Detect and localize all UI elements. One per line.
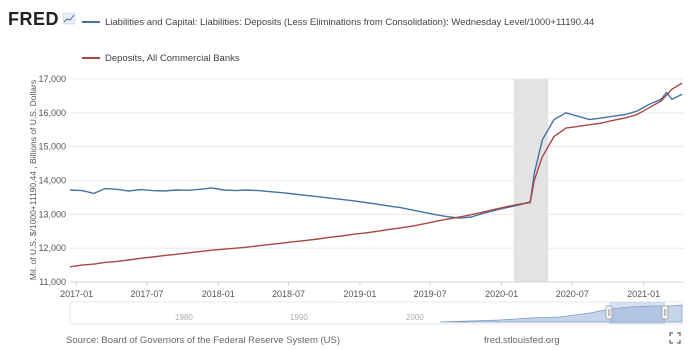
fullscreen-icon[interactable] (669, 332, 681, 344)
site-link[interactable]: fred.stlouisfed.org (484, 335, 560, 346)
x-tick-label-0: 2017-01 (60, 289, 93, 299)
y-tick-label-6: 17,000 (38, 74, 66, 84)
source-note: Source: Board of Governors of the Federa… (66, 335, 340, 346)
y-tick-label-2: 13,000 (38, 209, 66, 219)
navigator-handle-right[interactable] (661, 305, 669, 320)
x-tick-label-6: 2020-01 (485, 289, 518, 299)
legend-item-series-2[interactable]: Deposits, All Commercial Banks (82, 53, 240, 64)
legend-label-series-1: Liabilities and Capital: Liabilities: De… (105, 17, 594, 28)
grid (70, 78, 684, 283)
series-line-1[interactable] (69, 91, 683, 219)
x-tick-label-2: 2018-01 (202, 289, 235, 299)
x-tick-label-8: 2021-01 (627, 289, 660, 299)
series-layer (69, 82, 683, 268)
navigator-handle-left[interactable] (605, 305, 613, 320)
navigator-label-2000: 2000 (406, 313, 424, 322)
legend-label-series-2: Deposits, All Commercial Banks (105, 53, 240, 64)
x-tick-label-5: 2019-07 (414, 289, 447, 299)
recession-band (513, 79, 549, 282)
x-axis-ticks: 2017-01 2017-07 2018-01 2018-07 2019-01 2019-… (60, 281, 684, 299)
y-tick-label-5: 16,000 (38, 108, 66, 118)
header: FRED (8, 9, 76, 29)
x-tick-label-4: 2019-01 (343, 289, 376, 299)
navigator-label-1980: 1980 (175, 313, 193, 322)
x-tick-label-3: 2018-07 (272, 289, 305, 299)
navigator-selection[interactable] (609, 302, 665, 324)
recession-bands (513, 79, 549, 282)
range-navigator[interactable]: 1980 1990 2000 (69, 301, 683, 325)
fred-logo-graph-icon (62, 12, 76, 25)
series-line-2[interactable] (69, 82, 683, 268)
y-axis-label: Mil. of U.S. $/1000+11190.44 , Billions … (28, 80, 38, 280)
fred-logo[interactable]: FRED (8, 9, 59, 29)
x-tick-label-1: 2017-07 (130, 289, 163, 299)
legend: Liabilities and Capital: Liabilities: De… (82, 17, 594, 64)
y-tick-label-0: 11,000 (39, 277, 66, 287)
legend-item-series-1[interactable]: Liabilities and Capital: Liabilities: De… (82, 17, 594, 28)
y-tick-label-4: 15,000 (38, 142, 66, 152)
y-tick-label-1: 12,000 (38, 243, 66, 253)
y-tick-label-3: 14,000 (38, 176, 66, 186)
y-axis-ticks: 11,000 12,000 13,000 14,000 15,000 16,000 17,0… (38, 74, 66, 287)
x-tick-label-7: 2020-07 (556, 289, 589, 299)
navigator-label-1990: 1990 (290, 313, 308, 322)
